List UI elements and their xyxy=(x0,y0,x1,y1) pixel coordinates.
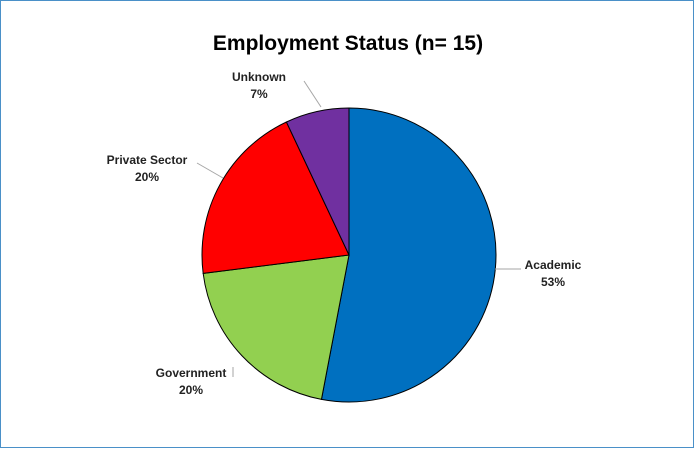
slice-label: Unknown xyxy=(232,70,286,84)
leader-line xyxy=(303,80,322,108)
pie-slice-unknown xyxy=(285,107,350,256)
slice-percent-label: 20% xyxy=(179,383,203,397)
slice-percent-label: 7% xyxy=(250,87,268,101)
slice-label: Private Sector xyxy=(107,153,188,167)
slice-label: Government xyxy=(156,366,227,380)
chart-title: Employment Status (n= 15) xyxy=(212,32,484,55)
leader-line xyxy=(196,162,224,179)
slice-label: Academic xyxy=(525,258,582,272)
pie-slice-government xyxy=(202,254,350,400)
pie-slice-private-sector xyxy=(201,121,350,274)
slice-percent-label: 20% xyxy=(135,170,159,184)
slice-percent-label: 53% xyxy=(541,275,565,289)
